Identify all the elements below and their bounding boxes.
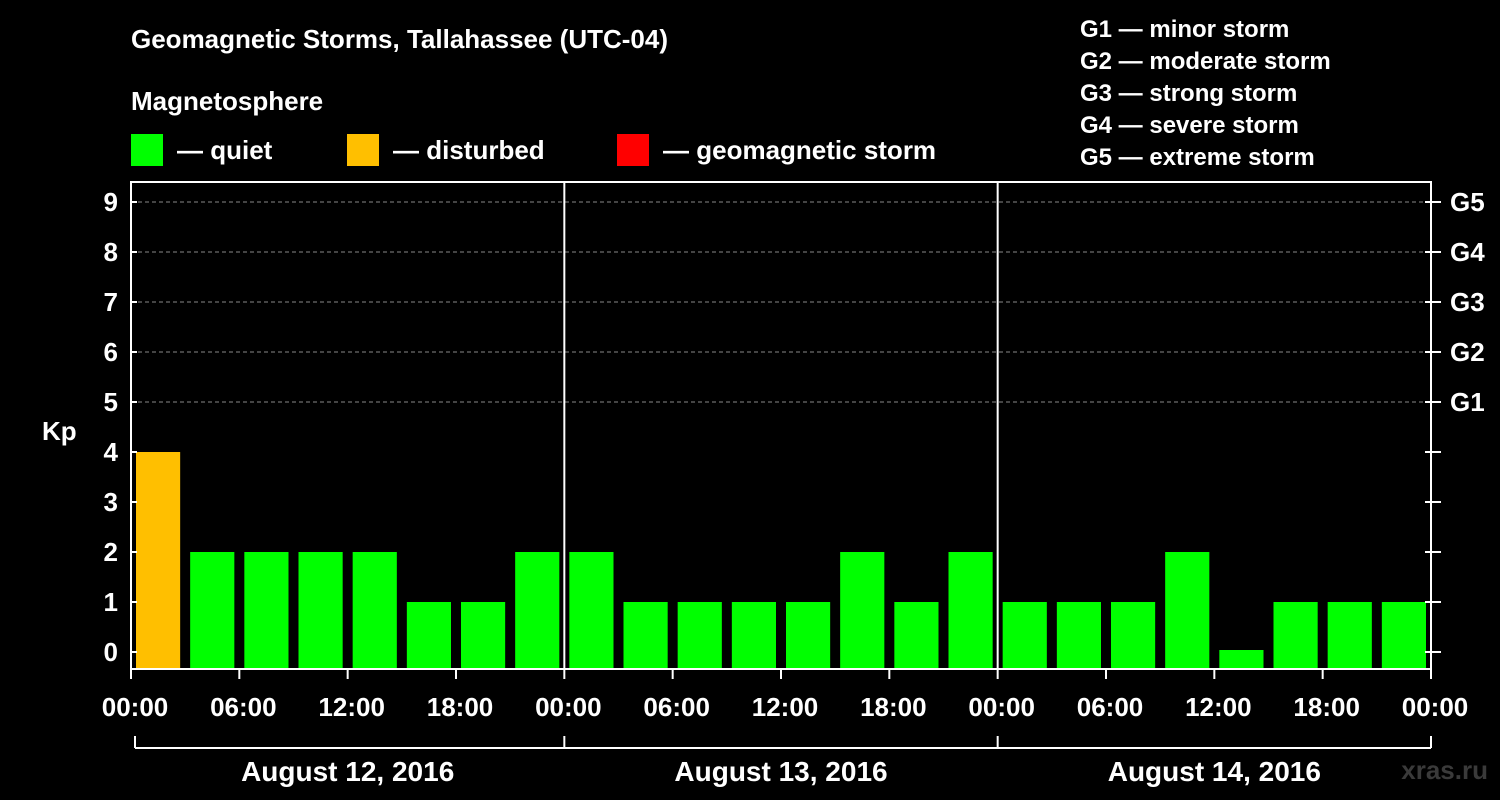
x-tick-label: 00:00 — [102, 692, 169, 722]
kp-bar — [461, 602, 506, 669]
x-tick-label: 06:00 — [1077, 692, 1144, 722]
x-tick-label: 06:00 — [210, 692, 277, 722]
y-tick-label: 6 — [104, 337, 118, 367]
legend-storm-swatch — [617, 134, 649, 166]
x-tick-label: 18:00 — [427, 692, 494, 722]
kp-bar — [731, 602, 776, 669]
kp-bar — [1219, 650, 1264, 669]
y-tick-label: 0 — [104, 637, 118, 667]
x-tick-label: 12:00 — [1185, 692, 1252, 722]
kp-bar — [623, 602, 668, 669]
kp-bar — [1165, 552, 1210, 669]
legend-quiet: — quiet — [131, 133, 272, 167]
storm-scale-g3: G3 — strong storm — [1080, 80, 1298, 107]
kp-bar — [1273, 602, 1318, 669]
kp-bar — [1056, 602, 1101, 669]
kp-bar — [352, 552, 397, 669]
x-tick-label: 00:00 — [968, 692, 1035, 722]
legend-quiet-label: — quiet — [177, 134, 273, 165]
storm-scale-legend: G1 — minor storm G2 — moderate storm G3 … — [1080, 14, 1331, 174]
y-tick-label: 3 — [104, 487, 118, 517]
x-tick-label: 12:00 — [318, 692, 385, 722]
kp-bar — [569, 552, 614, 669]
kp-bar — [244, 552, 289, 669]
storm-scale-g4: G4 — severe storm — [1080, 112, 1299, 139]
legend-title: Magnetosphere — [131, 86, 324, 116]
watermark: xras.ru — [1401, 755, 1488, 785]
legend-disturbed-label: — disturbed — [393, 134, 545, 165]
kp-bar — [136, 452, 181, 669]
kp-bar — [1327, 602, 1372, 669]
y-axis-label: Kp — [42, 416, 77, 446]
legend-storm-label: — geomagnetic storm — [663, 134, 937, 165]
x-tick-label: 00:00 — [1402, 692, 1469, 722]
kp-bar — [1002, 602, 1047, 669]
chart-title: Geomagnetic Storms, Tallahassee (UTC-04) — [131, 24, 669, 54]
g-scale-label: G5 — [1450, 187, 1485, 217]
g-scale-label: G2 — [1450, 337, 1485, 367]
g-scale-label: G3 — [1450, 287, 1485, 317]
y-tick-label: 7 — [104, 287, 118, 317]
kp-bar — [406, 602, 451, 669]
kp-bar — [894, 602, 939, 669]
kp-bar — [840, 552, 885, 669]
storm-scale-g2: G2 — moderate storm — [1080, 48, 1331, 75]
y-tick-label: 5 — [104, 387, 118, 417]
kp-bar — [677, 602, 722, 669]
y-tick-label: 9 — [104, 187, 118, 217]
y-tick-label: 2 — [104, 537, 118, 567]
kp-bar — [786, 602, 831, 669]
g-scale-label: G1 — [1450, 387, 1485, 417]
kp-bar — [1111, 602, 1156, 669]
kp-bar — [1381, 602, 1426, 669]
day-label: August 13, 2016 — [674, 756, 887, 787]
legend-storm: — geomagnetic storm — [617, 133, 936, 167]
storm-scale-g5: G5 — extreme storm — [1080, 144, 1315, 171]
g-scale-label: G4 — [1450, 237, 1485, 267]
y-tick-label: 1 — [104, 587, 118, 617]
day-label: August 12, 2016 — [241, 756, 454, 787]
legend-disturbed: — disturbed — [347, 133, 545, 167]
day-label: August 14, 2016 — [1108, 756, 1321, 787]
legend-disturbed-swatch — [347, 134, 379, 166]
x-tick-label: 06:00 — [643, 692, 710, 722]
y-tick-label: 4 — [104, 437, 119, 467]
legend-quiet-swatch — [131, 134, 163, 166]
y-tick-label: 8 — [104, 237, 118, 267]
kp-bar — [298, 552, 343, 669]
x-tick-label: 12:00 — [752, 692, 819, 722]
x-tick-label: 18:00 — [1293, 692, 1360, 722]
x-tick-label: 18:00 — [860, 692, 927, 722]
kp-bar — [190, 552, 235, 669]
x-tick-label: 00:00 — [535, 692, 602, 722]
kp-bar — [515, 552, 560, 669]
storm-scale-g1: G1 — minor storm — [1080, 16, 1290, 43]
kp-bar — [948, 552, 993, 669]
